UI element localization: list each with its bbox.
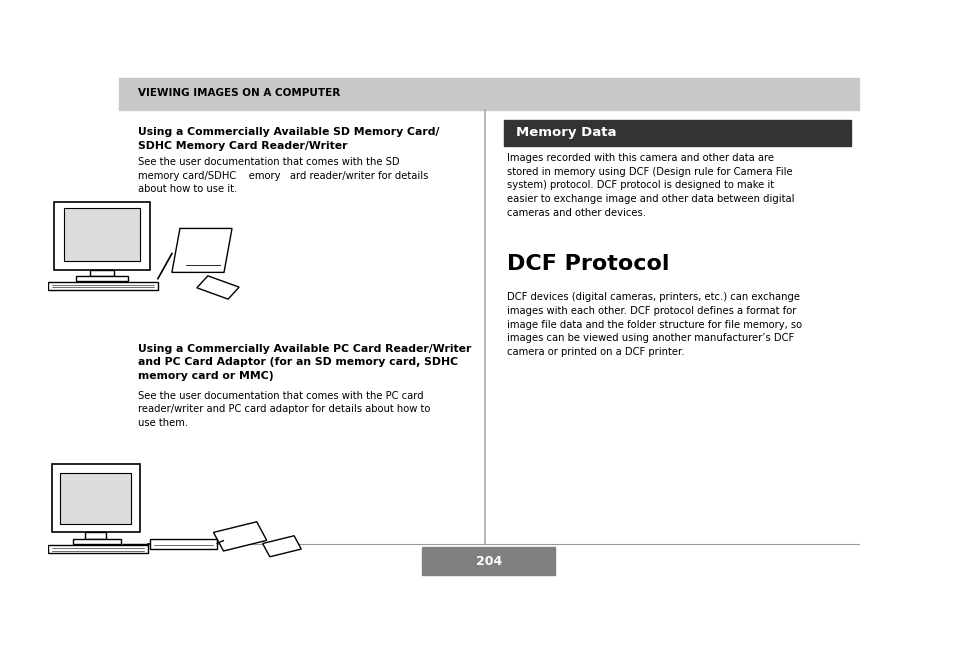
Text: 204: 204 — [476, 554, 501, 568]
Bar — [422, 547, 555, 575]
Text: Using a Commercially Available SD Memory Card/
SDHC Memory Card Reader/Writer: Using a Commercially Available SD Memory… — [137, 127, 438, 151]
Bar — [48, 545, 148, 554]
Polygon shape — [196, 276, 239, 299]
Bar — [119, 78, 858, 110]
Polygon shape — [262, 536, 301, 557]
Polygon shape — [213, 522, 267, 551]
Text: See the user documentation that comes with the PC card
reader/writer and PC card: See the user documentation that comes wi… — [137, 391, 430, 428]
Text: Using a Commercially Available PC Card Reader/Writer
and PC Card Adaptor (for an: Using a Commercially Available PC Card R… — [137, 344, 471, 381]
Bar — [150, 539, 217, 549]
Bar — [60, 473, 132, 524]
Text: VIEWING IMAGES ON A COMPUTER: VIEWING IMAGES ON A COMPUTER — [137, 89, 339, 98]
Bar — [53, 202, 150, 270]
Text: Memory Data: Memory Data — [516, 126, 617, 140]
Bar — [64, 208, 140, 261]
Text: DCF devices (digital cameras, printers, etc.) can exchange
images with each othe: DCF devices (digital cameras, printers, … — [507, 293, 801, 357]
Bar — [48, 282, 158, 290]
Bar — [503, 120, 850, 146]
Bar — [72, 539, 121, 544]
Text: DCF Protocol: DCF Protocol — [507, 254, 669, 274]
Bar — [90, 270, 113, 276]
Bar — [75, 276, 128, 281]
Polygon shape — [172, 229, 232, 273]
Text: Images recorded with this camera and other data are
stored in memory using DCF (: Images recorded with this camera and oth… — [507, 153, 794, 218]
Bar — [51, 464, 139, 532]
Text: See the user documentation that comes with the SD
memory card/SDHC    emory   ar: See the user documentation that comes wi… — [137, 157, 428, 194]
Bar — [85, 532, 106, 539]
